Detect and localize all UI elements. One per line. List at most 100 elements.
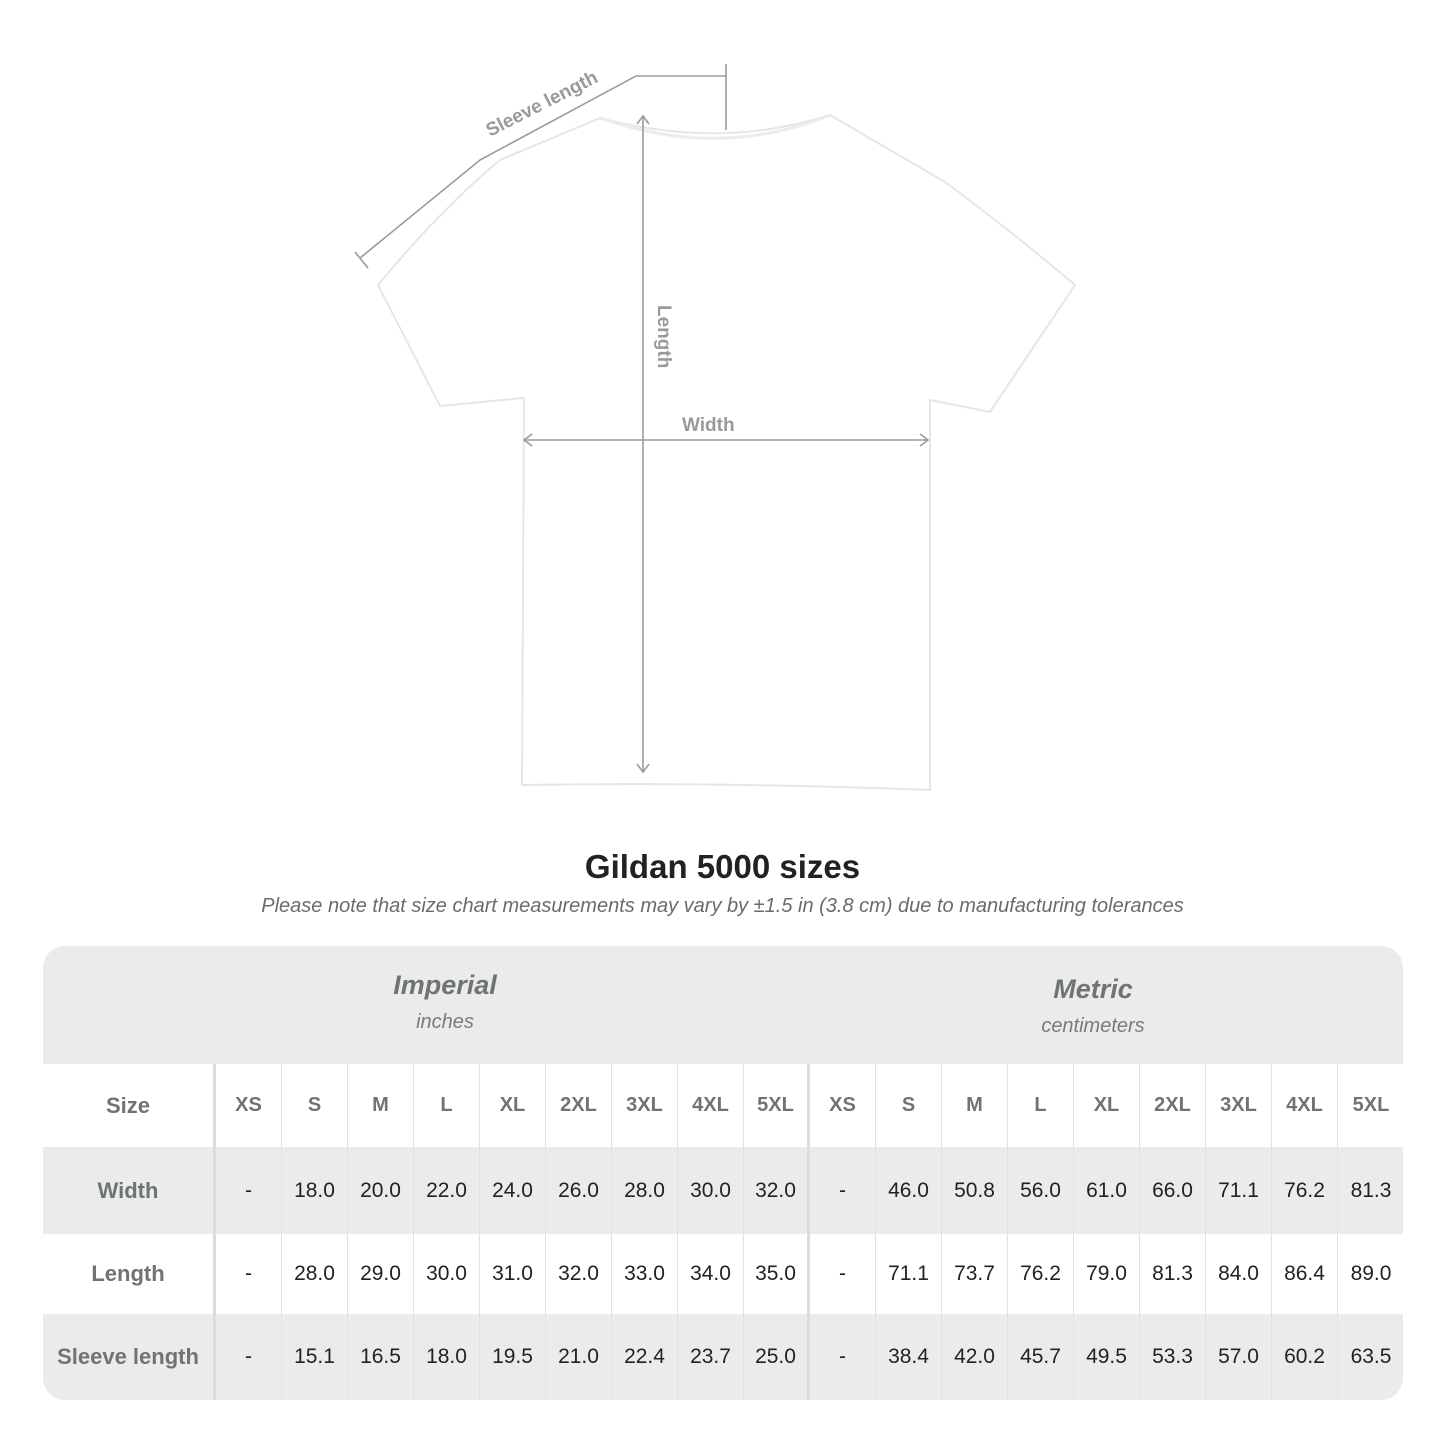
metric-cell: 56.0 [1008,1147,1074,1234]
imperial-cell: 23.7 [678,1314,744,1400]
imperial-cell: 28.0 [612,1147,678,1234]
imperial-cell: 21.0 [546,1314,612,1400]
imperial-cell: 31.0 [480,1234,546,1314]
row-label: Length [43,1234,216,1314]
row-label: Width [43,1147,216,1234]
metric-cell: 57.0 [1206,1314,1272,1400]
table-row: Sleeve length -15.1 16.5 18.0 19.5 21.0 22.4 23… [43,1314,1403,1400]
imperial-cell: 33.0 [612,1234,678,1314]
sleeve-length-measure [354,64,727,269]
imperial-cell: 22.4 [612,1314,678,1400]
imperial-size-header: L [414,1064,480,1147]
imperial-cell: 25.0 [744,1314,810,1400]
tshirt-diagram: Sleeve length Length Width [354,64,1077,792]
metric-cell: 79.0 [1074,1234,1140,1314]
imperial-size-header: 4XL [678,1064,744,1147]
metric-title: Metric [1053,974,1133,1004]
metric-cell: 42.0 [942,1314,1008,1400]
size-header-label: Size [43,1064,216,1147]
imperial-cell: 32.0 [744,1147,810,1234]
imperial-size-header: S [282,1064,348,1147]
imperial-cell: 35.0 [744,1234,810,1314]
imperial-cell: 30.0 [678,1147,744,1234]
width-measure [522,433,930,447]
imperial-cell: 29.0 [348,1234,414,1314]
metric-size-header: 3XL [1206,1064,1272,1147]
row-band [43,1314,1403,1400]
metric-cell: 81.3 [1350,1178,1392,1202]
metric-size-header: S [876,1064,942,1147]
length-label: Length [653,305,674,368]
imperial-cell: 30.0 [414,1234,480,1314]
metric-size-header: M [942,1064,1008,1147]
metric-size-header: 4XL [1272,1064,1338,1147]
metric-cell: 86.4 [1272,1234,1338,1314]
metric-cell: - [810,1234,876,1314]
unit-header-band [43,946,1403,1064]
imperial-header: Imperial inches [145,970,745,1034]
row-band [43,1147,1403,1234]
imperial-cell: 19.5 [480,1314,546,1400]
metric-cell: - [810,1314,876,1400]
imperial-cell: - [216,1234,282,1314]
imperial-unit: inches [416,1011,474,1033]
metric-size-header: L [1008,1064,1074,1147]
imperial-size-header: 2XL [546,1064,612,1147]
metric-size-header: XS [810,1064,876,1147]
metric-cell: 53.3 [1140,1314,1206,1400]
imperial-size-header: XL [480,1064,546,1147]
metric-size-header: 2XL [1140,1064,1206,1147]
imperial-cell: 28.0 [282,1234,348,1314]
metric-cell: 60.2 [1272,1314,1338,1400]
metric-cell: 84.0 [1206,1234,1272,1314]
metric-cell: 49.5 [1074,1314,1140,1400]
metric-cell: - [810,1147,876,1234]
metric-cell: 81.3 [1140,1234,1206,1314]
metric-cell: 73.7 [942,1234,1008,1314]
imperial-cell: 22.0 [414,1147,480,1234]
metric-cell: 76.2 [1008,1234,1074,1314]
metric-cell: 89.0 [1350,1262,1392,1285]
metric-cell: 38.4 [876,1314,942,1400]
metric-cell: 71.1 [876,1234,942,1314]
chart-title: Gildan 5000 sizes [584,848,861,885]
imperial-cell: 18.0 [414,1314,480,1400]
imperial-size-header: M [348,1064,414,1147]
row-label: Sleeve length [43,1314,216,1400]
metric-header: Metric centimeters [793,974,1393,1038]
imperial-cell: 32.0 [546,1234,612,1314]
imperial-cell: - [216,1314,282,1400]
imperial-cell: - [216,1147,282,1234]
metric-cell: 76.2 [1272,1147,1338,1234]
metric-cell: 63.5 [1350,1345,1392,1368]
table-row: Length -28.0 29.0 30.0 31.0 32.0 33.0 34.0 35.0-… [43,1234,1403,1314]
imperial-size-header: 3XL [612,1064,678,1147]
metric-size-header: XL [1074,1064,1140,1147]
imperial-cell: 18.0 [282,1147,348,1234]
collar [599,113,831,140]
imperial-size-header: 5XL [744,1064,810,1147]
metric-cell: 61.0 [1074,1147,1140,1234]
tolerance-note: Please note that size chart measurements… [261,895,1184,917]
size-table: Imperial inches Metric centimeters Size X… [43,946,1403,1400]
imperial-cell: 15.1 [282,1314,348,1400]
imperial-cell: 26.0 [546,1147,612,1234]
imperial-size-header: XS [216,1064,282,1147]
imperial-cell: 20.0 [348,1147,414,1234]
length-measure [636,114,650,774]
table-row: Width -18.0 20.0 22.0 24.0 26.0 28.0 30.0 32.0-4… [43,1147,1403,1234]
metric-cell: 46.0 [876,1147,942,1234]
width-label: Width [682,415,735,436]
imperial-title: Imperial [393,970,497,1000]
size-header-row: Size XS S M L XL 2XL 3XL 4XL 5XL XS S M L XL 2XL 3XL 4XL 5… [43,1064,1403,1147]
imperial-cell: 34.0 [678,1234,744,1314]
metric-cell: 66.0 [1140,1147,1206,1234]
metric-cell: 45.7 [1008,1314,1074,1400]
tshirt-illustration [376,113,1077,792]
imperial-cell: 16.5 [348,1314,414,1400]
metric-unit: centimeters [1041,1015,1145,1037]
metric-cell: 50.8 [942,1147,1008,1234]
metric-cell: 71.1 [1206,1147,1272,1234]
imperial-cell: 24.0 [480,1147,546,1234]
